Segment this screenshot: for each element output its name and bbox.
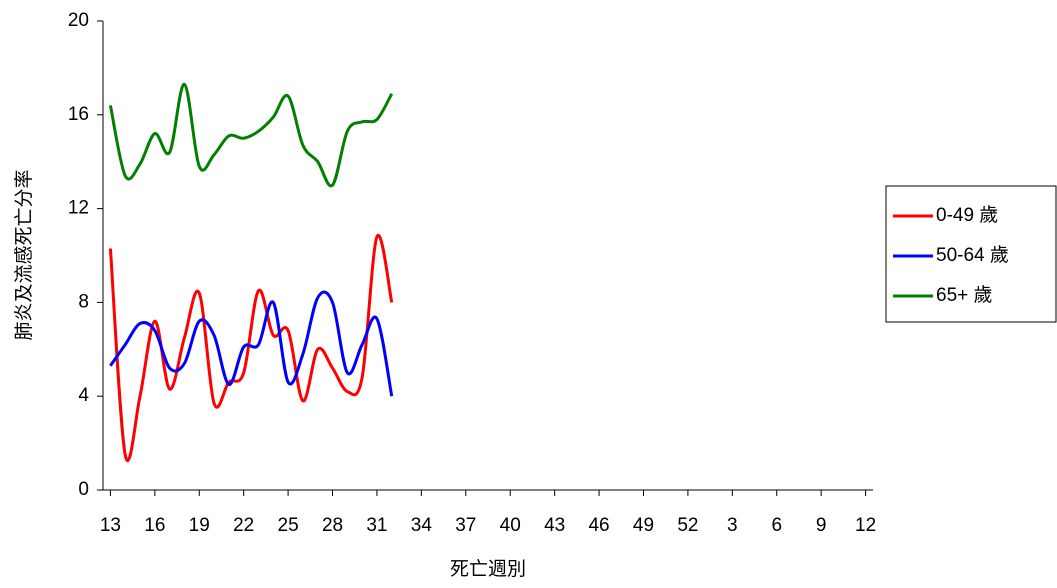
x-tick-label: 25 <box>278 515 299 536</box>
y-tick-label: 8 <box>78 291 89 312</box>
legend-label: 0-49 歲 <box>936 204 998 226</box>
x-tick-label: 49 <box>633 515 654 536</box>
x-tick-label: 52 <box>677 515 698 536</box>
legend-box <box>885 185 1057 323</box>
x-tick-label: 37 <box>455 515 476 536</box>
x-tick-label: 19 <box>189 515 210 536</box>
y-tick-label: 20 <box>68 10 89 31</box>
x-tick-label: 43 <box>544 515 565 536</box>
legend-label: 50-64 歲 <box>936 244 1009 266</box>
x-tick-label: 3 <box>727 515 738 536</box>
x-tick-label: 9 <box>816 515 827 536</box>
x-tick-label: 16 <box>144 515 165 536</box>
y-tick-label: 4 <box>78 385 89 406</box>
y-tick-label: 0 <box>78 479 89 500</box>
x-tick-label: 12 <box>855 515 876 536</box>
x-tick-label: 46 <box>588 515 609 536</box>
y-tick-label: 16 <box>68 104 89 125</box>
series-line <box>108 233 394 463</box>
x-tick-label: 22 <box>233 515 254 536</box>
y-axis-label: 肺炎及流感死亡分率 <box>13 169 35 340</box>
x-tick-label: 40 <box>500 515 521 536</box>
series-line <box>109 290 394 397</box>
x-axis-label: 死亡週別 <box>450 558 526 580</box>
x-tick-label: 34 <box>411 515 433 536</box>
x-tick-label: 13 <box>100 515 121 536</box>
x-tick-label: 6 <box>771 515 782 536</box>
x-tick-label: 28 <box>322 515 343 536</box>
y-tick-label: 12 <box>68 198 89 219</box>
series-line <box>108 82 394 188</box>
legend-label: 65+ 歲 <box>936 284 993 306</box>
x-tick-label: 31 <box>366 515 387 536</box>
